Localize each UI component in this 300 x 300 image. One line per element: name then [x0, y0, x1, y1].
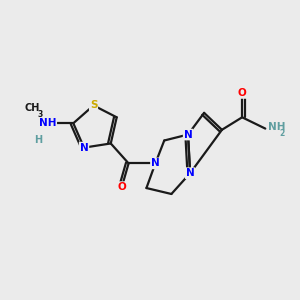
Text: N: N	[80, 142, 88, 153]
Text: 2: 2	[279, 130, 284, 139]
Text: N: N	[151, 158, 160, 168]
Text: N: N	[184, 130, 192, 140]
Text: NH: NH	[268, 122, 285, 132]
Text: O: O	[117, 182, 126, 192]
Text: S: S	[90, 100, 97, 110]
Text: H: H	[34, 135, 43, 145]
Text: NH: NH	[39, 118, 56, 128]
Text: N: N	[186, 168, 194, 178]
Text: CH: CH	[25, 103, 40, 113]
Text: O: O	[238, 88, 247, 98]
Text: 3: 3	[38, 110, 43, 119]
